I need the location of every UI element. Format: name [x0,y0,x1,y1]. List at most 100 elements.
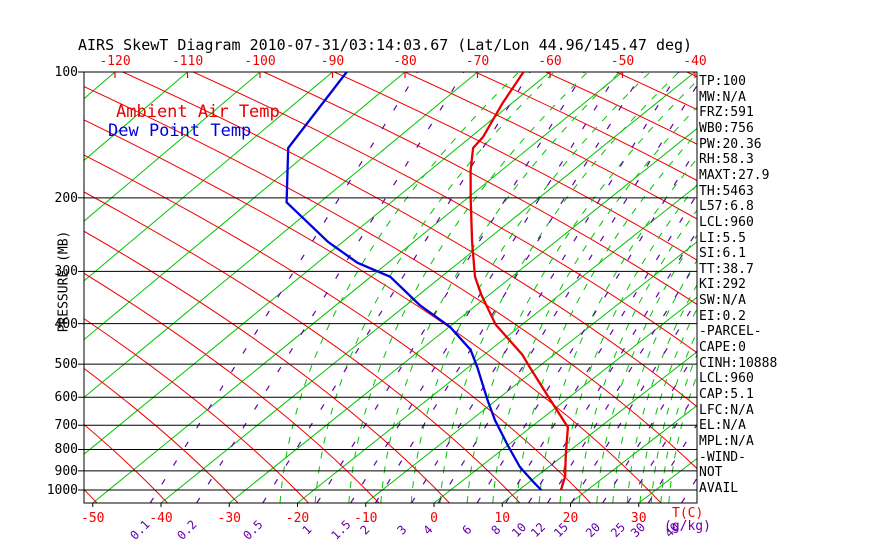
isotherm-line [297,184,697,503]
moist-adiabat-line [314,72,555,503]
stat-value: L57:6.8 [699,199,754,215]
stat-value: LFC:N/A [699,402,754,418]
stat-value: MW:N/A [699,89,746,105]
dry-adiabat-line [84,154,591,503]
moist-adiabat-line [596,234,697,503]
moist-adiabat-line [538,158,697,503]
isotherm-line [433,296,697,503]
temp-top-tick-label: -110 [171,54,204,69]
stat-value: PW:20.36 [699,136,762,152]
stat-value: MPL:N/A [699,433,754,449]
moist-adiabat-line [279,72,520,503]
moist-adiabat-line [612,259,697,503]
temp-bottom-tick-label: 0 [430,511,438,526]
isotherm-line [0,72,43,503]
dry-adiabat-line [84,488,98,503]
temp-bottom-tick-label: -50 [81,511,105,526]
stat-value: LI:5.5 [699,230,746,246]
moist-adiabat-line [650,331,697,503]
isotherm-line [501,351,697,503]
dry-adiabat-line [84,367,239,503]
mixing-ratio-line [350,72,619,503]
temp-bottom-tick-label: -40 [149,511,173,526]
dry-adiabat-line [84,318,309,503]
legend-ambient-air-temp: Ambient Air Temp [116,102,280,122]
dry-adiabat-line [84,423,168,503]
stat-value: KI:292 [699,277,746,293]
mixing-ratio-unit-label: (g/kg) [664,519,711,534]
mixing-ratio-line [411,72,680,503]
isotherm-line [84,72,333,282]
temp-top-tick-label: -120 [99,54,131,69]
dry-adiabat-line [84,230,450,503]
temp-top-tick-label: -50 [610,54,635,69]
stat-value: LCL:960 [699,214,754,230]
stat-value: RH:58.3 [699,152,754,168]
pressure-tick-label: 700 [54,418,78,434]
dry-adiabat-line [84,119,662,503]
stat-value: NOT [699,465,723,481]
isotherm-line [228,127,697,503]
isotherm-line [84,72,406,341]
isotherm-line [160,72,696,503]
isotherm-line [365,241,697,503]
moist-adiabat-line [660,353,697,503]
isotherm-line [84,72,261,222]
isotherm-line [84,72,478,399]
stat-value: SW:N/A [699,293,746,309]
moist-adiabat-line [466,80,697,503]
temp-top-tick-label: -60 [538,54,562,69]
mixing-ratio-line [262,72,531,503]
page-title: AIRS SkewT Diagram 2010-07-31/03:14:03.6… [78,36,693,54]
moist-adiabat-line [380,72,621,503]
stat-value: TT:38.7 [699,261,754,277]
temp-bottom-tick-label: 10 [494,511,511,526]
temp-axis-unit-label: T(C) [672,506,704,521]
legend-dew-point-temp: Dew Point Temp [108,121,252,141]
background-grid [0,72,697,503]
stat-value: -WIND- [699,449,746,465]
mixing-ratio-line [196,72,465,503]
moist-adiabat-line [578,209,697,503]
moist-adiabat-line [559,183,697,503]
dry-adiabat-line [84,85,697,470]
moist-adiabat-line [668,373,697,503]
temp-top-tick-label: -80 [393,54,417,69]
stat-value: SI:6.1 [699,246,746,262]
isotherm-line [84,72,551,455]
moist-adiabat-line [626,284,697,503]
stat-value: -PARCEL- [699,324,762,340]
temp-top-tick-label: -40 [683,54,707,69]
mixing-ratio-line [316,72,585,503]
dry-adiabat-line [404,72,697,220]
pressure-tick-label: 800 [54,442,78,458]
stat-value: TH:5463 [699,183,754,199]
pressure-tick-label: 600 [54,390,78,406]
dry-adiabat-line [475,72,697,182]
mixing-ratio-line [149,72,418,503]
moist-adiabat-line [348,72,589,503]
temp-top-tick-label: -90 [320,54,345,69]
moist-adiabat-line [439,72,680,503]
stat-value: CAP:5.1 [699,387,754,402]
pressure-tick-label: 200 [54,190,78,206]
temp-bottom-tick-label: -20 [285,511,310,526]
mixing-ratio-line [437,84,697,503]
dry-adiabat-line [545,72,697,145]
dry-adiabat-line [84,272,380,503]
stat-value: FRZ:591 [699,105,754,121]
stat-value: EL:N/A [699,418,746,434]
temp-bottom-tick-label: -30 [217,511,241,526]
moist-adiabat-line [492,106,697,503]
stat-value: WB0:756 [699,120,754,136]
stat-value: EI:0.2 [699,308,746,324]
stat-value: CAPE:0 [699,340,746,356]
temp-bottom-tick-label: 20 [562,511,579,526]
temp-bottom-tick-label: 30 [630,511,647,526]
pressure-tick-label: 500 [54,357,78,373]
stat-value: AVAIL [699,480,739,496]
temp-bottom-tick-label: -10 [354,511,378,526]
stat-value: CINH:10888 [699,355,778,371]
